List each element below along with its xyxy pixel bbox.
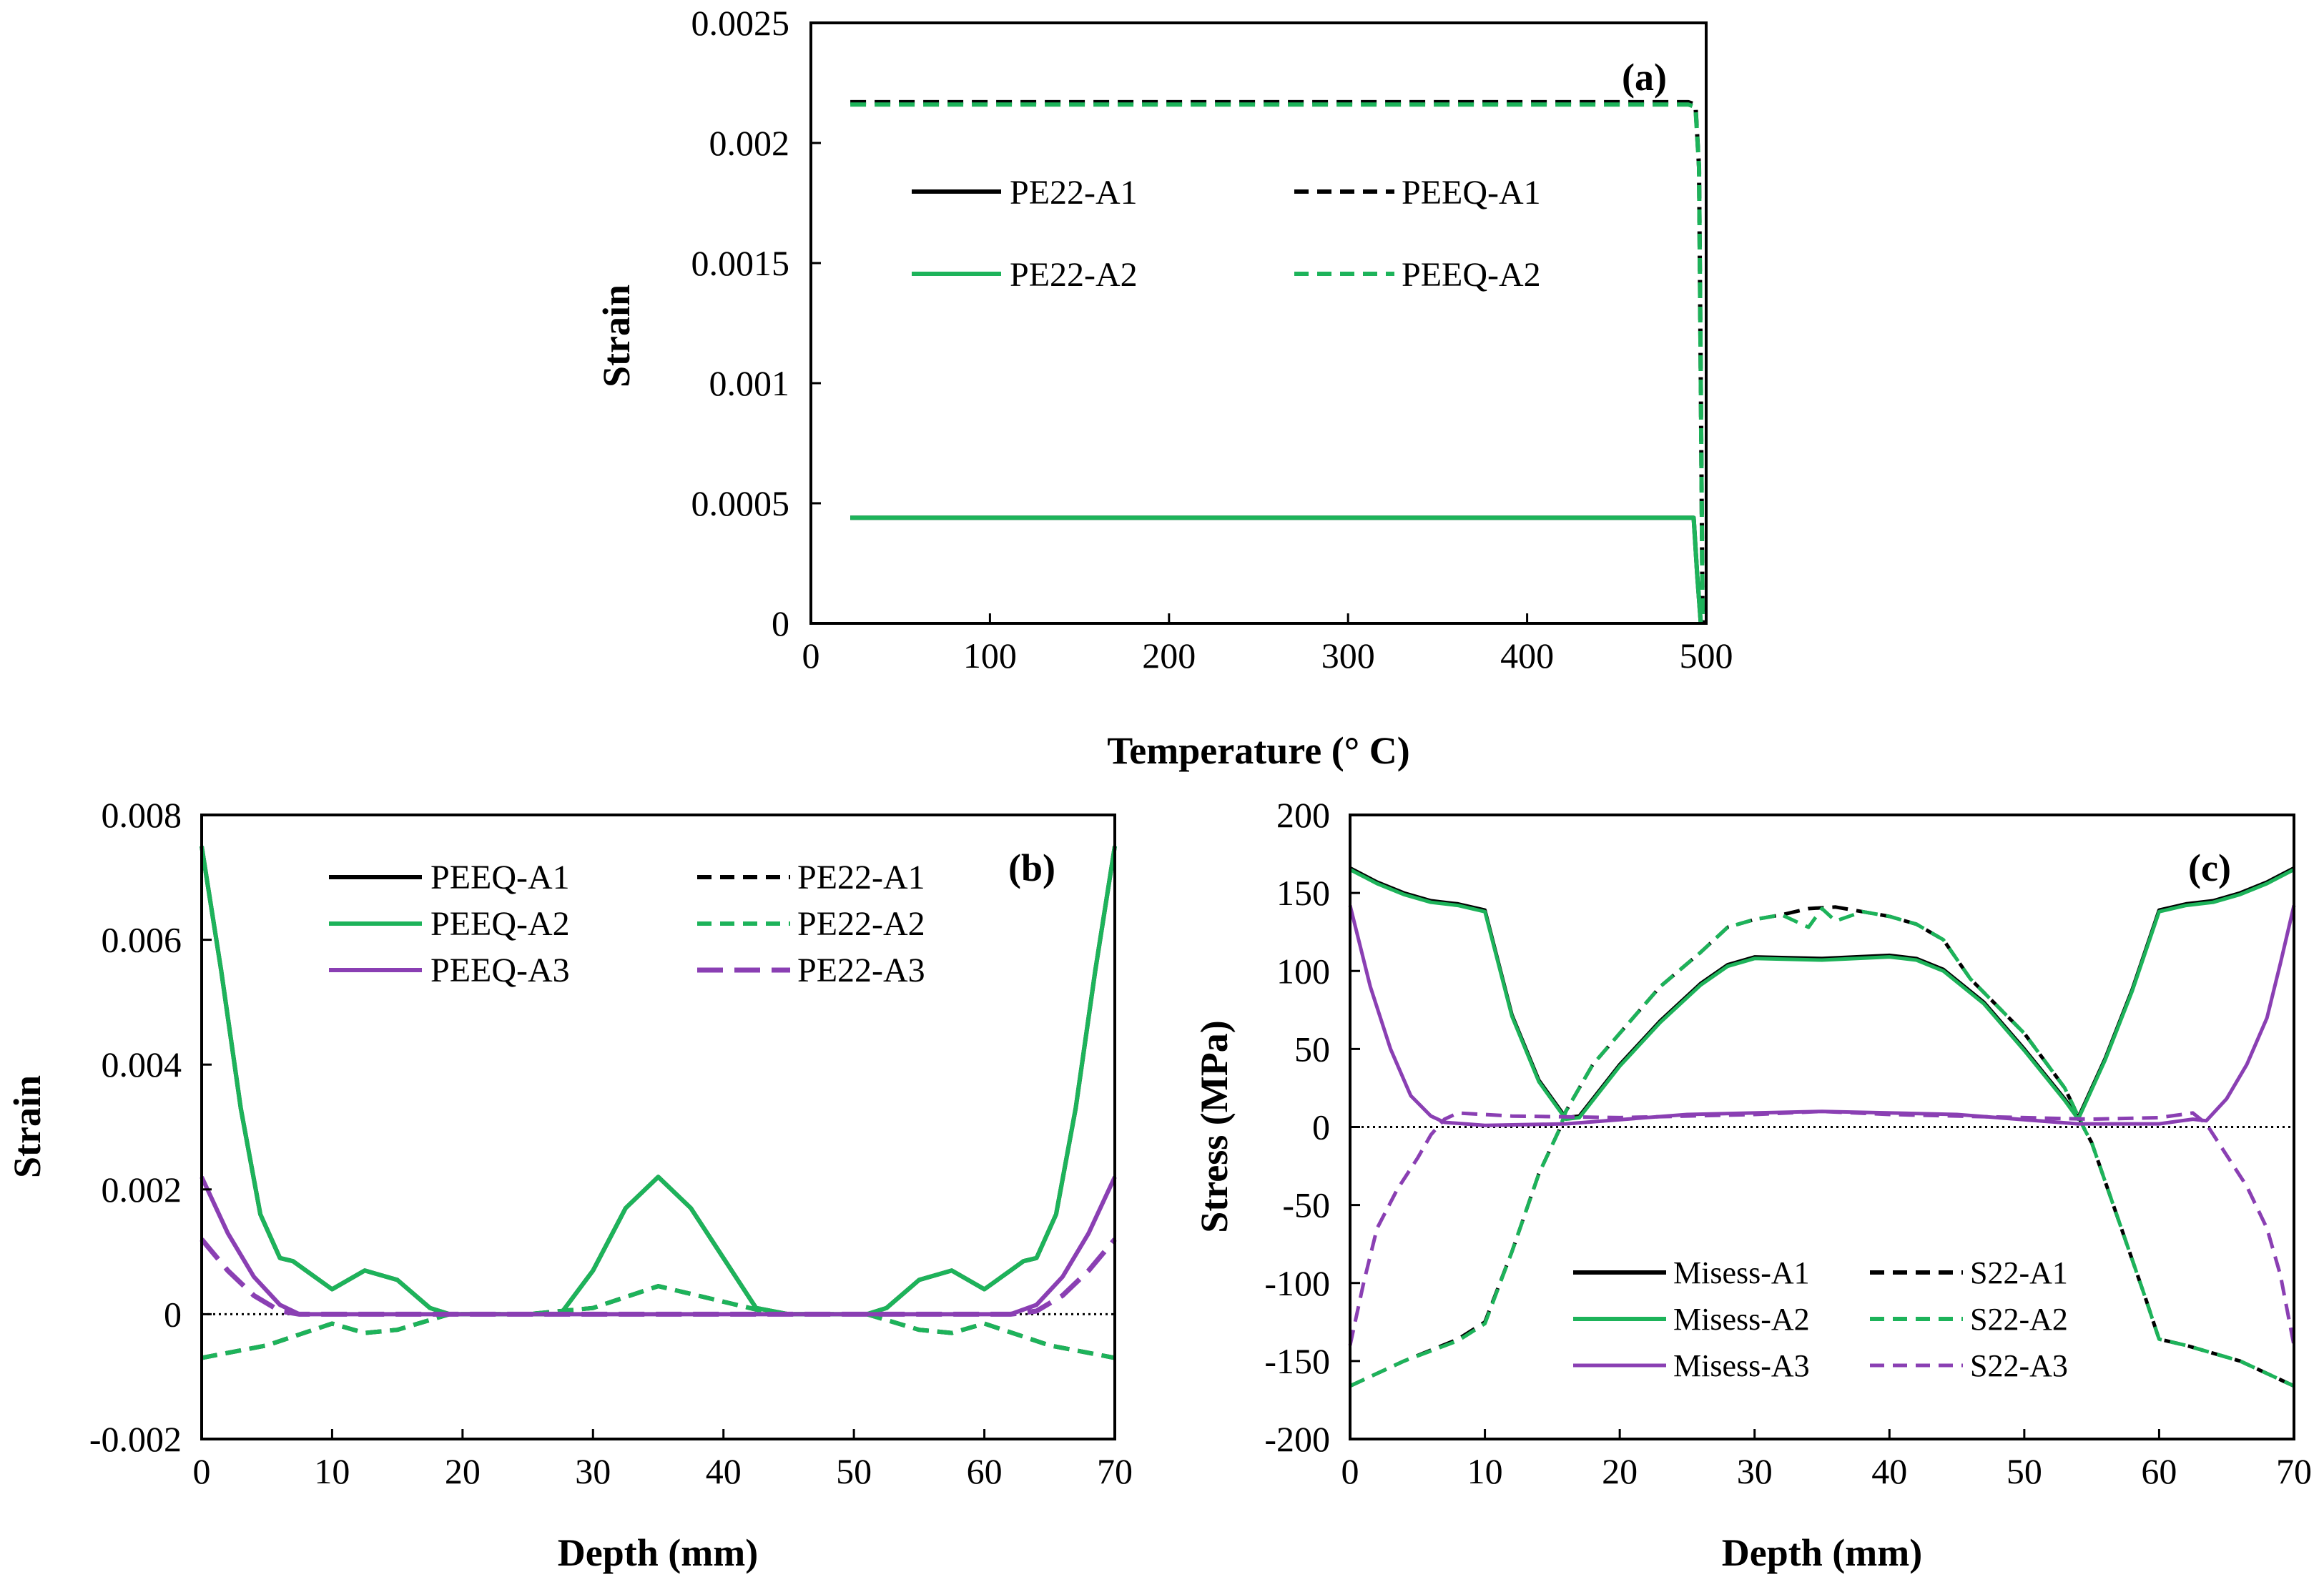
panel-b-x-axis-label: Depth (mm) xyxy=(558,1531,758,1574)
y-tick-label: 0.006 xyxy=(102,920,182,960)
panel-a-plot-frame xyxy=(809,21,1708,625)
panel-c-legend: Misess-A1 S22-A1 Misess-A2 S22-A2 Misess… xyxy=(1573,1255,2068,1383)
x-tick-label: 30 xyxy=(1737,1451,1773,1491)
x-tick-label: 40 xyxy=(1871,1451,1907,1491)
x-tick-label: 20 xyxy=(1602,1451,1638,1491)
series-line-peeq-a1 xyxy=(850,99,1705,624)
x-tick-label: 0 xyxy=(1341,1451,1359,1491)
series-line-s22-a2 xyxy=(1349,906,2295,1388)
x-tick-label: 50 xyxy=(2007,1451,2042,1491)
panel-b-legend: PEEQ-A1 PE22-A1 PEEQ-A2 PE22-A2 PEEQ-A3 … xyxy=(329,859,925,989)
panel-a-legend: PE22-A1 PEEQ-A1 PE22-A2 PEEQ-A2 xyxy=(912,174,1541,294)
y-tick-label: 0.0025 xyxy=(691,3,790,43)
panel-a-label: (a) xyxy=(1622,56,1667,99)
panel-c-x-axis-label: Depth (mm) xyxy=(1722,1531,1922,1574)
legend-label-pe22-a1: PE22-A1 xyxy=(1010,174,1138,212)
legend-label-pe22-a1: PE22-A1 xyxy=(797,859,925,896)
legend-label-peeq-a2: PEEQ-A2 xyxy=(1402,256,1541,294)
x-tick-label: 500 xyxy=(1680,636,1733,676)
legend-label-s22-a2: S22-A2 xyxy=(1970,1302,2068,1337)
y-tick-label: 0.002 xyxy=(102,1170,182,1210)
series-line-pe22-a1 xyxy=(850,515,1703,624)
x-tick-label: 40 xyxy=(706,1451,742,1491)
series-line-pe22-a2 xyxy=(850,515,1703,624)
x-tick-label: 200 xyxy=(1142,636,1196,676)
y-tick-label: 0 xyxy=(1312,1107,1330,1147)
legend-label-peeq-a3: PEEQ-A3 xyxy=(430,951,570,989)
x-tick-label: 400 xyxy=(1500,636,1554,676)
panel-b-label: (b) xyxy=(1008,846,1055,889)
panel-b-chart: 0 10 20 30 40 50 60 70 -0.002 0 0.002 0.004 0.006 0.… xyxy=(6,795,1133,1574)
y-tick-label: -50 xyxy=(1282,1185,1330,1225)
series-line-peeq-a3 xyxy=(200,1176,1117,1317)
y-tick-label: 0.001 xyxy=(709,363,790,403)
x-tick-label: 20 xyxy=(445,1451,481,1491)
series-line-misess-a2 xyxy=(1349,868,2295,1122)
panel-a-y-axis-label: Strain xyxy=(595,285,638,387)
y-tick-label: 50 xyxy=(1294,1029,1330,1069)
x-tick-label: 10 xyxy=(1467,1451,1503,1491)
series-line-pe22-a3 xyxy=(200,1237,1117,1317)
legend-label-pe22-a2: PE22-A2 xyxy=(1010,256,1138,294)
series-line-peeq-a2 xyxy=(200,846,1117,1317)
x-tick-label: 30 xyxy=(575,1451,611,1491)
y-tick-label: 0.002 xyxy=(709,123,790,163)
y-tick-label: -200 xyxy=(1264,1419,1330,1459)
x-tick-label: 100 xyxy=(963,636,1017,676)
legend-label-peeq-a2: PEEQ-A2 xyxy=(430,905,570,943)
x-tick-label: 0 xyxy=(193,1451,211,1491)
legend-label-misess-a2: Misess-A2 xyxy=(1673,1302,1810,1337)
y-tick-label: 200 xyxy=(1276,795,1330,835)
legend-label-peeq-a1: PEEQ-A1 xyxy=(430,859,570,896)
legend-label-misess-a1: Misess-A1 xyxy=(1673,1255,1810,1290)
x-tick-label: 70 xyxy=(2276,1451,2312,1491)
legend-label-misess-a3: Misess-A3 xyxy=(1673,1348,1810,1383)
legend-label-pe22-a3: PE22-A3 xyxy=(797,951,925,989)
y-tick-label: 0.0005 xyxy=(691,483,790,523)
panel-c-y-axis-label: Stress (MPa) xyxy=(1193,1020,1236,1232)
y-tick-label: -100 xyxy=(1264,1263,1330,1303)
panel-c-label: (c) xyxy=(2188,846,2231,889)
y-tick-label: 0 xyxy=(772,603,789,643)
legend-label-pe22-a2: PE22-A2 xyxy=(797,905,925,943)
panel-a-x-axis-label: Temperature (° C) xyxy=(1107,729,1410,772)
y-tick-label: 0 xyxy=(164,1294,182,1334)
x-tick-label: 10 xyxy=(314,1451,350,1491)
legend-label-peeq-a1: PEEQ-A1 xyxy=(1402,174,1541,212)
y-tick-label: 0.008 xyxy=(102,795,182,835)
series-line-pe22-a1 xyxy=(201,1284,1116,1360)
x-tick-label: 60 xyxy=(2141,1451,2177,1491)
legend-label-s22-a3: S22-A3 xyxy=(1970,1348,2068,1383)
x-tick-label: 300 xyxy=(1321,636,1375,676)
panel-b-y-axis-label: Strain xyxy=(6,1075,49,1178)
series-line-peeq-a1 xyxy=(200,846,1117,1317)
y-tick-label: -150 xyxy=(1264,1341,1330,1381)
y-tick-label: 150 xyxy=(1276,873,1330,913)
y-tick-label: 0.004 xyxy=(102,1044,182,1084)
legend-label-s22-a1: S22-A1 xyxy=(1970,1255,2068,1290)
series-line-pe22-a2 xyxy=(201,1284,1116,1360)
x-tick-label: 60 xyxy=(967,1451,1003,1491)
panel-a-chart: 0 100 200 300 400 500 0 0.0005 0.001 0.0015 0.002… xyxy=(595,3,1733,772)
y-tick-label: 100 xyxy=(1276,951,1330,991)
series-line-s22-a3 xyxy=(1348,1109,2296,1346)
panel-b-plot-frame xyxy=(200,814,1116,1440)
x-tick-label: 0 xyxy=(802,636,820,676)
x-tick-label: 70 xyxy=(1097,1451,1133,1491)
x-tick-label: 50 xyxy=(836,1451,872,1491)
series-line-misess-a1 xyxy=(1349,866,2295,1119)
y-tick-label: 0.0015 xyxy=(691,243,790,283)
y-tick-label: -0.002 xyxy=(89,1419,182,1459)
series-line-peeq-a2 xyxy=(850,102,1705,624)
panel-c-chart: 0 10 20 30 40 50 60 70 -200 -150 -100 -50 0 50 100 150… xyxy=(1193,795,2312,1574)
